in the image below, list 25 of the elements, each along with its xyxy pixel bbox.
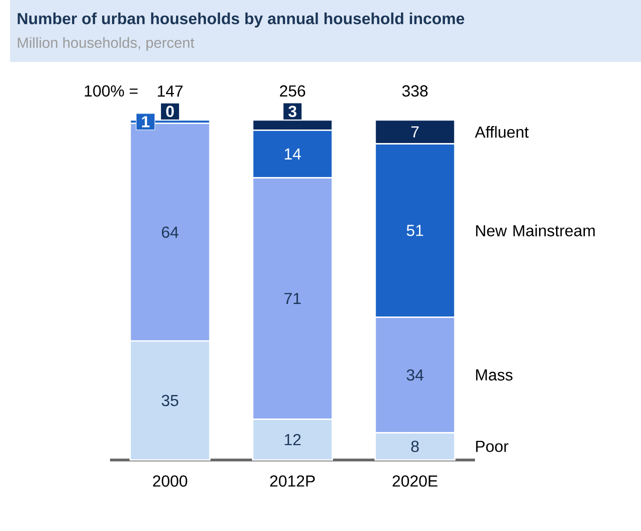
data-label: 7	[411, 126, 419, 138]
text: 338	[402, 85, 428, 97]
data-label: 35	[162, 394, 178, 406]
series-label: Affluent	[474, 126, 529, 138]
series-label: Poor	[476, 440, 508, 452]
text: 147	[158, 86, 183, 97]
data-label: 71	[284, 292, 301, 304]
data-label: 12	[284, 434, 301, 446]
data-label: 1	[142, 116, 150, 128]
data-label: 51	[406, 224, 424, 236]
x-tick-label: 2000	[153, 475, 188, 487]
chart-title: Number of urban households by annual household income	[18, 12, 464, 28]
x-tick-label: 2012P	[270, 475, 315, 487]
series-label: New Mainstream	[476, 224, 595, 236]
data-label: 8	[411, 440, 419, 452]
data-label: 3	[288, 106, 296, 118]
data-label: 34	[406, 369, 424, 381]
data-label: 64	[162, 226, 178, 238]
data-label: 14	[284, 148, 301, 160]
text: 100% =	[84, 85, 138, 97]
chart-subtitle: Million households, percent	[18, 37, 194, 51]
x-tick-label: 2020E	[392, 475, 438, 487]
data-label: 0	[166, 106, 174, 118]
series-label: Mass	[476, 369, 512, 381]
text: 256	[280, 85, 306, 97]
